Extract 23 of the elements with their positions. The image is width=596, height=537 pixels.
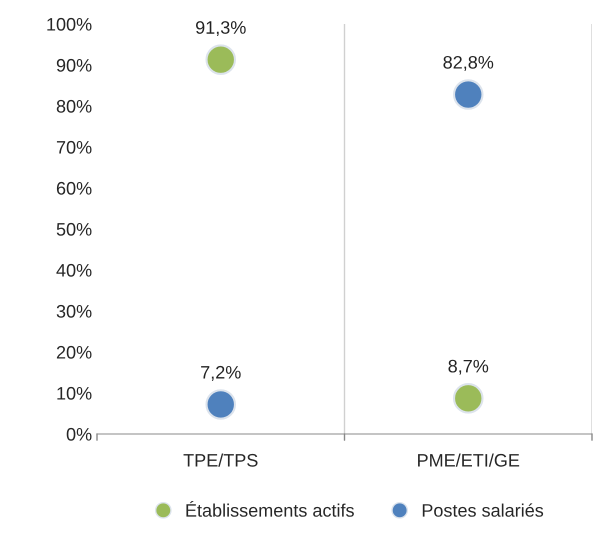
y-tick-label: 50% bbox=[56, 222, 92, 236]
x-tick-label: PME/ETI/GE bbox=[418, 453, 520, 467]
point bbox=[205, 389, 236, 420]
y-tick-label: 90% bbox=[56, 58, 92, 72]
y-tick-label: 40% bbox=[56, 264, 92, 277]
legend-label: Postes salariés bbox=[422, 503, 544, 517]
y-tick-label: 70% bbox=[56, 140, 92, 154]
y-tick-label: 80% bbox=[56, 100, 92, 113]
y-tick-label: 60% bbox=[56, 182, 92, 195]
data-label: 7,2% bbox=[201, 366, 241, 381]
data-label: 91,3% bbox=[196, 21, 246, 36]
x-tick-label: TPE/TPS bbox=[184, 453, 258, 467]
data-label: 82,8% bbox=[443, 56, 494, 71]
point bbox=[452, 79, 484, 110]
y-tick-label: 20% bbox=[56, 346, 92, 359]
y-tick-label: 30% bbox=[56, 304, 92, 318]
point bbox=[205, 44, 236, 75]
y-tick-label: 0% bbox=[66, 428, 92, 441]
y-tick-label: 10% bbox=[57, 386, 92, 400]
legend-label: Établissements actifs bbox=[186, 500, 354, 517]
point bbox=[452, 383, 484, 414]
data-label: 8,7% bbox=[448, 360, 488, 375]
y-tick-label: 100% bbox=[47, 18, 92, 31]
